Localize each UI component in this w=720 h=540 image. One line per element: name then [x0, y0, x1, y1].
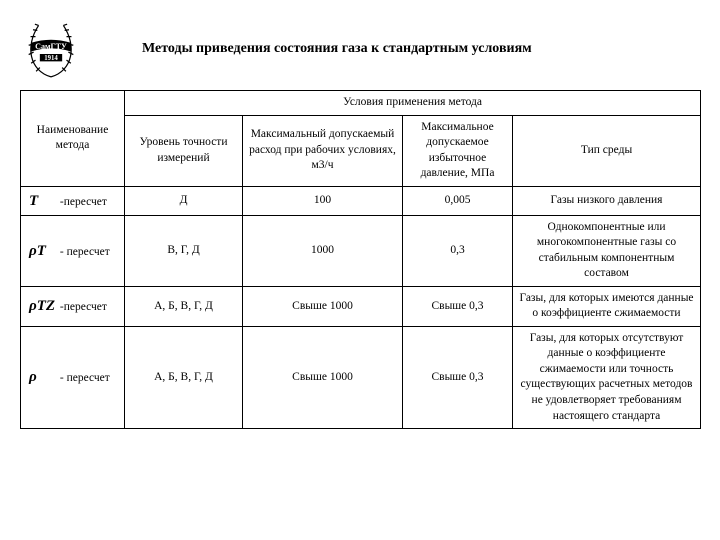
cell-flow: Свыше 1000: [243, 286, 403, 326]
logo-year: 1914: [44, 55, 58, 62]
methods-table: Наименование метода Условия применения м…: [20, 90, 701, 429]
university-logo: СамГТУ 1914: [20, 18, 82, 80]
table-row: ρ - пересчет А, Б, В, Г, Д Свыше 1000 Св…: [21, 326, 701, 428]
method-suffix: -пересчет: [60, 196, 107, 208]
method-symbol: ρT: [29, 241, 57, 261]
cell-flow: Свыше 1000: [243, 326, 403, 428]
cell-accuracy: А, Б, В, Г, Д: [125, 326, 243, 428]
table-row: ρT - пересчет В, Г, Д 1000 0,3 Однокомпо…: [21, 215, 701, 286]
slide-page: СамГТУ 1914 Методы приведения состояния …: [0, 0, 720, 540]
table-row: ρTZ -пересчет А, Б, В, Г, Д Свыше 1000 С…: [21, 286, 701, 326]
th-accuracy: Уровень точности измерений: [125, 115, 243, 186]
cell-method: ρ - пересчет: [21, 326, 125, 428]
th-media: Тип среды: [513, 115, 701, 186]
method-symbol: ρTZ: [29, 296, 57, 316]
cell-pressure: 0,3: [403, 215, 513, 286]
header-row: СамГТУ 1914 Методы приведения состояния …: [20, 18, 700, 80]
table-row: T -пересчет Д 100 0,005 Газы низкого дав…: [21, 186, 701, 215]
cell-pressure: Свыше 0,3: [403, 326, 513, 428]
cell-media: Газы низкого давления: [513, 186, 701, 215]
method-suffix: - пересчет: [60, 372, 110, 384]
cell-media: Газы, для которых имеются данные о коэфф…: [513, 286, 701, 326]
cell-method: ρT - пересчет: [21, 215, 125, 286]
logo-top-text: СамГТУ: [35, 42, 67, 51]
th-conditions-group: Условия применения метода: [125, 91, 701, 116]
th-flow: Максимальный допускаемый расход при рабо…: [243, 115, 403, 186]
method-symbol: T: [29, 191, 57, 211]
cell-accuracy: В, Г, Д: [125, 215, 243, 286]
th-method-name: Наименование метода: [21, 91, 125, 187]
cell-flow: 1000: [243, 215, 403, 286]
th-pressure: Максимальное допускаемое избыточное давл…: [403, 115, 513, 186]
slide-title: Методы приведения состояния газа к станд…: [142, 41, 532, 57]
cell-media: Газы, для которых отсутствуют данные о к…: [513, 326, 701, 428]
method-suffix: - пересчет: [60, 246, 110, 258]
cell-flow: 100: [243, 186, 403, 215]
cell-media: Однокомпонентные или многокомпонентные г…: [513, 215, 701, 286]
cell-accuracy: Д: [125, 186, 243, 215]
cell-pressure: 0,005: [403, 186, 513, 215]
method-symbol: ρ: [29, 367, 57, 387]
cell-method: ρTZ -пересчет: [21, 286, 125, 326]
method-suffix: -пересчет: [60, 301, 107, 313]
cell-pressure: Свыше 0,3: [403, 286, 513, 326]
cell-accuracy: А, Б, В, Г, Д: [125, 286, 243, 326]
cell-method: T -пересчет: [21, 186, 125, 215]
